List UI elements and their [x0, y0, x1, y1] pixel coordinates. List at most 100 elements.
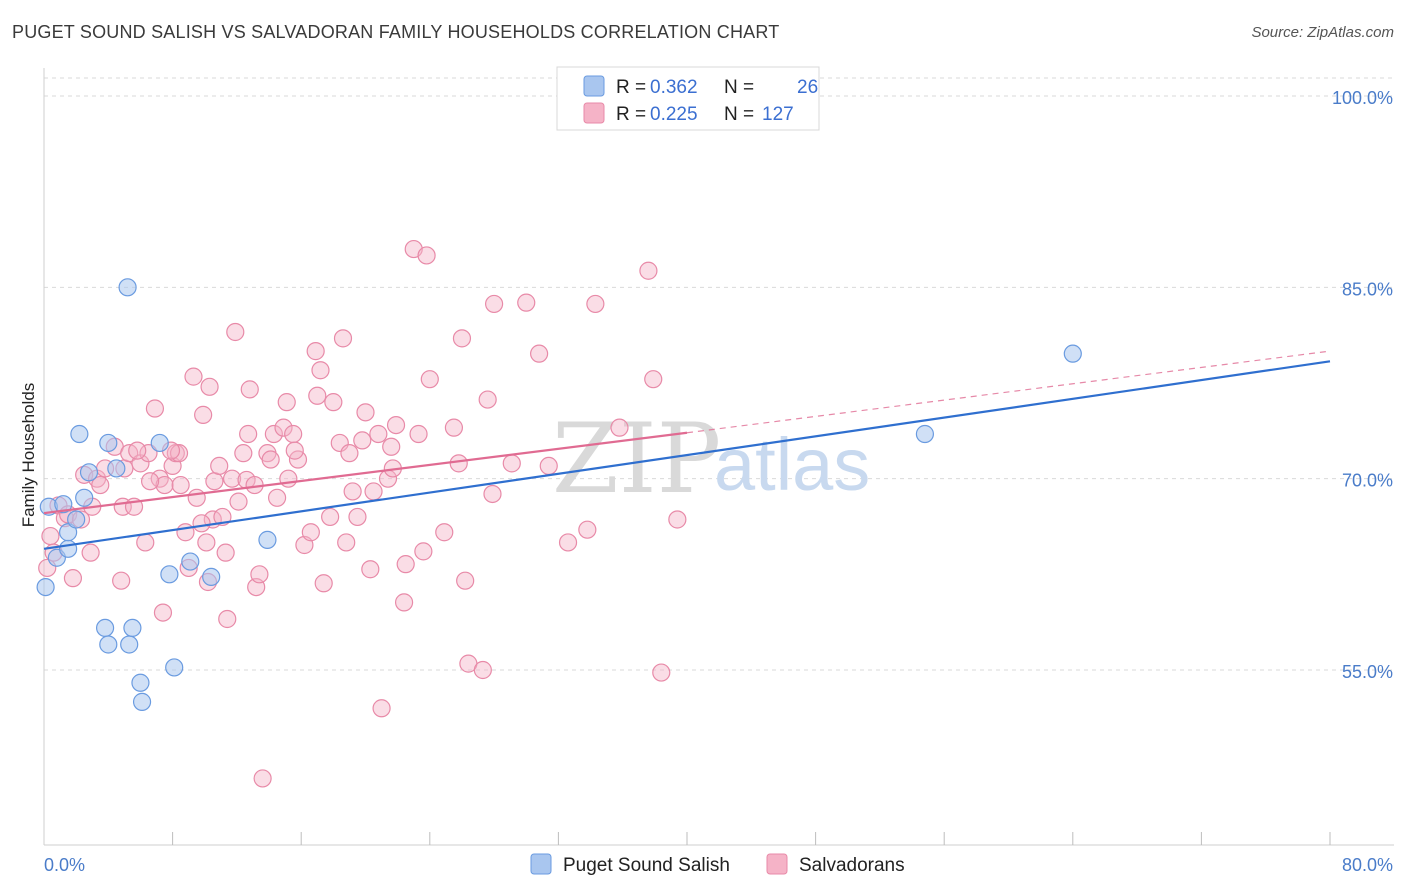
salvadorans-point: [153, 603, 173, 622]
puget-sound-salish-point: [160, 565, 179, 584]
watermark-atlas: atlas: [714, 423, 870, 506]
salvadorans-point: [306, 342, 325, 361]
salvadorans-point: [311, 361, 330, 380]
legend-r-value-1: 0.362: [650, 77, 698, 98]
salvadorans-point: [361, 560, 380, 579]
puget-sound-salish-point: [202, 567, 221, 586]
x-tick-label: 80.0%: [1342, 855, 1393, 875]
salvadorans-point: [314, 574, 333, 593]
salvadorans-point: [353, 431, 372, 450]
salvadorans-point: [200, 377, 219, 396]
salvadorans-point: [420, 370, 439, 389]
salvadorans-point: [261, 450, 280, 469]
salvadorans-point: [644, 370, 663, 389]
salvadorans-point: [364, 482, 383, 501]
salvadorans-point: [205, 472, 224, 491]
legend-r-label-1: R =: [616, 77, 646, 98]
salvadorans-point: [210, 456, 229, 476]
salvadorans-point: [502, 454, 521, 473]
salvadorans-point: [112, 571, 131, 590]
salvadorans-point: [240, 380, 259, 399]
salvadorans-point: [222, 469, 242, 488]
salvadorans-point: [394, 593, 414, 612]
salvadorans-point: [530, 344, 549, 363]
salvadorans-point: [539, 456, 558, 476]
puget-sound-salish-point: [118, 278, 137, 297]
bottom-legend-label-1: Puget Sound Salish: [563, 855, 730, 876]
puget-sound-salish-point: [123, 618, 142, 638]
salvadorans-point: [187, 488, 206, 507]
puget-sound-salish-point: [75, 488, 94, 507]
salvadorans-point: [139, 444, 158, 463]
salvadorans-point: [321, 507, 340, 527]
legend-swatch-pink: [583, 102, 605, 124]
salvadorans-point: [435, 523, 454, 542]
y-tick-label: 85.0%: [1342, 279, 1393, 299]
salvadorans-point: [140, 472, 160, 491]
bottom-legend-label-2: Salvadorans: [799, 855, 905, 876]
source-label: Source: ZipAtlas.com: [1251, 24, 1394, 41]
y-tick-label: 55.0%: [1342, 662, 1393, 682]
puget-sound-salish-point: [1063, 344, 1082, 363]
legend-n-label-2: N =: [724, 104, 754, 125]
salvadorans-point: [194, 405, 213, 424]
salvadorans-point: [372, 699, 391, 718]
salvadorans-point: [668, 510, 687, 529]
salvadorans-point: [452, 329, 472, 348]
legend-n-value-1: 26: [797, 77, 818, 98]
salvadorans-point: [284, 424, 303, 444]
salvadorans-point: [308, 386, 327, 405]
legend-n-label-1: N =: [724, 77, 754, 98]
puget-sound-salish-point: [99, 433, 118, 453]
grid-layer: [44, 77, 1394, 671]
salvadorans-point: [356, 403, 375, 422]
salvadorans-point: [197, 533, 216, 552]
chart-title: PUGET SOUND SALISH VS SALVADORAN FAMILY …: [12, 22, 780, 42]
puget-sound-salish-point: [181, 552, 200, 571]
salvadorans-point: [409, 424, 428, 444]
salvadorans-point: [81, 543, 100, 562]
salvadorans-point: [478, 390, 497, 409]
puget-sound-salish-point: [67, 510, 86, 529]
salvadorans-point: [386, 415, 406, 435]
salvadorans-point: [253, 769, 272, 788]
salvadorans-point: [324, 393, 343, 412]
salvadorans-trend-line: [43, 431, 688, 515]
legend-n-value-2: 127: [762, 104, 794, 125]
puget-sound-salish-point: [54, 495, 73, 514]
salvadorans-point: [558, 533, 578, 552]
salvadorans-point: [473, 660, 492, 680]
salvadorans-point: [171, 475, 190, 495]
legend-swatch-blue: [583, 75, 605, 97]
salvadorans-point: [456, 571, 475, 590]
salvadorans-point: [610, 418, 629, 437]
puget-sound-salish-point: [120, 635, 139, 654]
salvadorans-point: [382, 437, 401, 456]
puget-sound-salish-points: [36, 278, 1082, 711]
salvadorans-point: [485, 294, 504, 314]
watermark-zip: ZIP: [552, 403, 721, 515]
salvadorans-point: [483, 484, 502, 504]
salvadorans-point: [155, 475, 174, 495]
bottom-legend-swatch-blue: [530, 853, 552, 875]
salvadorans-point: [128, 441, 147, 460]
puget-sound-salish-point: [915, 424, 935, 444]
salvadorans-trend-extension: [686, 350, 1331, 434]
salvadorans-point: [340, 444, 359, 463]
salvadorans-point: [417, 246, 436, 265]
watermark: ZIP atlas: [552, 403, 870, 515]
salvadorans-point: [578, 520, 597, 539]
trend-lines: [43, 350, 1331, 550]
salvadorans-point: [337, 533, 356, 552]
salvadorans-point: [234, 444, 253, 463]
salvadorans-point: [226, 322, 245, 342]
salvadorans-point: [444, 418, 464, 437]
x-tick-label: 0.0%: [44, 855, 85, 875]
salvadorans-point: [250, 565, 269, 584]
salvadorans-point: [652, 663, 671, 682]
salvadorans-point: [239, 424, 258, 444]
puget-sound-salish-point: [132, 692, 152, 711]
bottom-legend-swatch-pink: [766, 853, 788, 875]
legend-r-value-2: 0.225: [650, 104, 698, 125]
